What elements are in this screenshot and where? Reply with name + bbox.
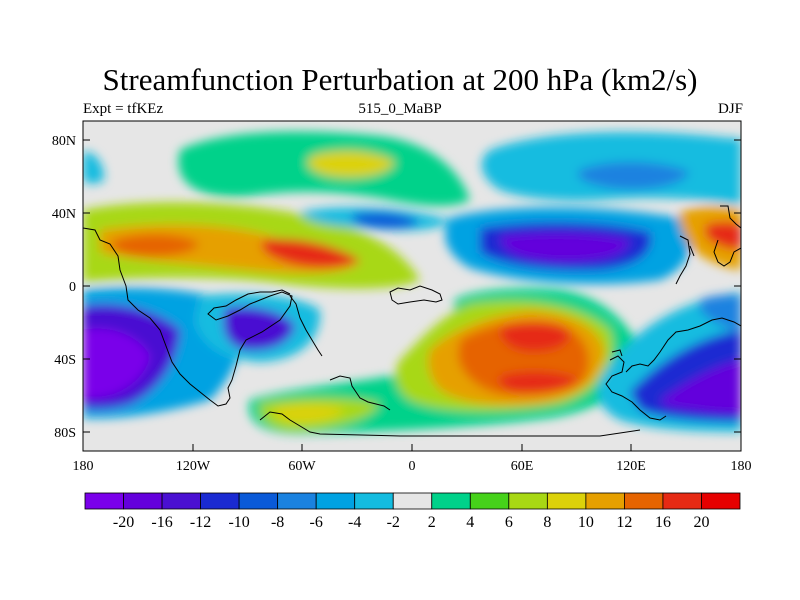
colorbar-box — [161, 492, 201, 510]
colorbar-box — [431, 492, 471, 510]
contour-southeast-negative-core — [660, 360, 741, 414]
contour-western-positive-core2 — [261, 238, 360, 269]
colorbar-box — [238, 492, 279, 510]
colorbar-label: 8 — [543, 514, 551, 531]
colorbar-box — [200, 492, 240, 510]
y-tick-40s: 40S — [54, 353, 76, 368]
colorbar-box — [701, 492, 741, 510]
contour-western-positive-core — [111, 234, 200, 257]
contour-s-pacific-negative-core — [223, 306, 295, 351]
x-tick-60w: 60W — [288, 459, 316, 474]
coast-americas — [83, 227, 293, 407]
colorbar-box — [624, 492, 664, 510]
colorbar-box — [392, 492, 433, 510]
colorbar-label: 2 — [428, 514, 436, 531]
y-tick-80n: 80N — [52, 134, 76, 149]
coast-south-atlantic — [329, 375, 391, 411]
colorbar-label: 20 — [693, 514, 709, 531]
colorbar-label: 12 — [616, 514, 632, 531]
colorbar-label: -10 — [228, 514, 249, 531]
coast-east-asia — [675, 205, 741, 285]
colorbar-box — [315, 492, 356, 510]
colorbar-box — [354, 492, 394, 510]
colorbar-label: -20 — [113, 514, 134, 531]
colorbar-label: -16 — [151, 514, 172, 531]
coast-australia — [605, 355, 667, 421]
plot-title: Streamfunction Perturbation at 200 hPa (… — [102, 62, 698, 97]
colorbar-label: 6 — [505, 514, 513, 531]
x-tick-180w: 180 — [73, 459, 94, 474]
colorbar-box — [123, 492, 163, 510]
coast-africa — [389, 285, 443, 305]
contour-north-negative-core — [577, 161, 690, 190]
colorbar-box — [84, 492, 124, 510]
colorbar-box — [546, 492, 587, 510]
contour-northwest-negative — [83, 151, 105, 184]
coast-south-america-east — [289, 295, 323, 357]
contour-asia-negative-core — [500, 232, 630, 262]
experiment-label: Expt = tfKEz — [83, 101, 164, 117]
contour-south-positive-core3 — [498, 321, 580, 393]
colorbar-box — [662, 492, 702, 510]
colorbar-label: 10 — [578, 514, 594, 531]
contour-south-west-positive-core — [274, 404, 345, 423]
x-tick-60e: 60E — [511, 459, 534, 474]
coast-south-bottom — [259, 411, 641, 437]
colorbar-box — [585, 492, 625, 510]
colorbar-label: 16 — [655, 514, 671, 531]
colorbar-label: -6 — [310, 514, 323, 531]
colorbar-label: -12 — [190, 514, 211, 531]
contour-southwest-negative-core — [83, 328, 150, 398]
colorbar: -20 -16 -12 -10 -8 -6 -4 -2 2 4 6 8 10 12 16 20 — [84, 492, 741, 531]
coast-maritime — [611, 317, 741, 373]
x-tick-180e: 180 — [731, 459, 752, 474]
contour-east-positive-core — [705, 221, 741, 250]
colorbar-box — [469, 492, 510, 510]
y-tick-80s: 80S — [54, 426, 76, 441]
contour-field — [83, 121, 741, 451]
x-tick-120w: 120W — [176, 459, 211, 474]
y-tick-0: 0 — [69, 280, 76, 295]
colorbar-box — [277, 492, 317, 510]
season-label: DJF — [717, 101, 743, 117]
x-axis — [82, 444, 742, 451]
colorbar-label: 4 — [466, 514, 474, 531]
colorbar-label: -2 — [387, 514, 400, 531]
colorbar-label: -8 — [271, 514, 284, 531]
contour-north-band-positive-core — [307, 150, 395, 178]
coastlines — [83, 205, 741, 437]
colorbar-label: -4 — [348, 514, 361, 531]
x-tick-120e: 120E — [616, 459, 646, 474]
case-label: 515_0_MaBP — [358, 101, 442, 117]
contour-central-negative-core — [351, 212, 420, 229]
y-tick-40n: 40N — [52, 207, 76, 222]
colorbar-box — [508, 492, 548, 510]
x-tick-0: 0 — [409, 459, 416, 474]
y-axis — [83, 139, 741, 433]
